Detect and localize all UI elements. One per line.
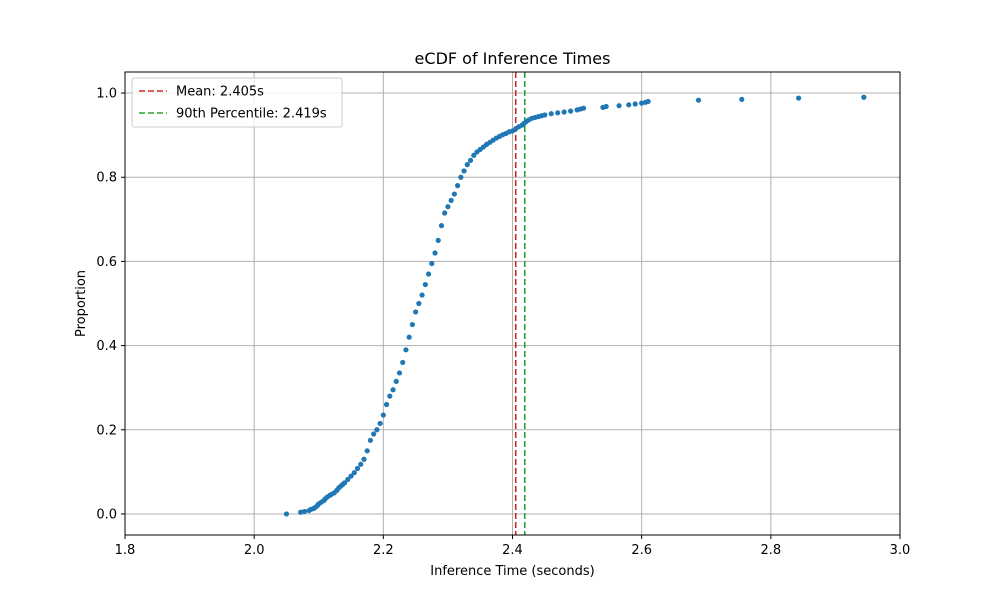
data-point [345,476,351,483]
data-point [387,393,393,399]
data-point [390,387,396,393]
data-point [445,204,451,210]
data-point [283,511,290,517]
data-point [432,250,438,256]
plot-area-frame [124,71,901,536]
data-point [301,508,308,515]
x-tick-label: 2.2 [373,543,394,558]
y-tick-label: 0.8 [96,171,117,186]
legend-label-90th-percentile: 90th Percentile: 2.419s [176,107,327,122]
data-point [464,162,470,168]
data-point [351,470,357,476]
data-point [393,378,399,384]
data-point [371,431,377,437]
data-point [461,168,467,174]
data-point [380,412,386,418]
data-point [429,260,435,267]
legend-box [131,77,343,128]
y-tick-label: 0.2 [96,423,117,438]
y-tick-label: 0.6 [96,255,117,270]
data-point [458,174,464,180]
data-point [354,465,361,472]
data-point [377,420,383,427]
data-point [438,223,445,229]
data-point [422,281,428,288]
data-point [374,427,380,433]
data-point [626,102,632,108]
x-tick-label: 2.4 [502,543,523,558]
data-point [435,237,441,243]
data-point [632,101,638,107]
data-point [639,100,645,106]
data-point [796,95,802,101]
data-point [645,98,651,105]
data-point [548,111,554,117]
y-tick-label: 0.0 [96,507,117,522]
chart-title: eCDF of Inference Times [415,49,611,68]
data-point [455,183,461,189]
data-point [695,97,702,103]
data-point [568,108,574,114]
y-tick-label: 0.4 [96,339,117,354]
data-point [403,347,409,353]
data-point [298,509,304,515]
data-point [364,448,370,454]
data-point [442,210,448,216]
data-point [451,191,457,197]
y-tick-label: 1.0 [96,87,117,102]
legend-label-mean: Mean: 2.405s [176,85,264,100]
data-point [396,370,403,376]
data-point [358,461,364,467]
x-tick-label: 2.8 [760,543,781,558]
data-point [400,359,406,366]
data-point [367,437,374,443]
data-point [739,96,745,102]
data-point [861,94,867,100]
x-tick-label: 2.6 [631,543,652,558]
data-point [471,152,477,158]
data-point [361,456,367,462]
data-point [448,197,454,203]
x-axis-title: Inference Time (seconds) [430,564,594,579]
legend: Mean: 2.405s 90th Percentile: 2.419s [131,77,343,128]
data-point [406,334,412,340]
data-point [348,473,354,479]
grid [124,72,901,535]
data-point [413,309,419,315]
x-tick-label: 3.0 [890,543,911,558]
data-point [616,103,622,109]
data-point [419,292,425,298]
y-axis-ticks: 0.0 0.2 0.4 0.6 0.8 1.0 [96,87,125,522]
data-point [409,321,415,328]
data-point [383,401,390,408]
data-point [555,110,561,116]
reference-lines [514,72,526,535]
data-point [341,480,348,486]
data-points [283,94,867,517]
x-axis-ticks: 1.8 2.0 2.2 2.4 2.6 2.8 3.0 [115,535,911,558]
x-tick-label: 2.0 [244,543,265,558]
data-point [561,109,567,115]
x-tick-label: 1.8 [115,543,136,558]
data-point [416,300,422,307]
data-point [580,105,587,111]
data-point [542,112,548,118]
data-point [603,103,609,110]
data-point [425,271,432,277]
data-point [467,157,474,163]
y-axis-title: Proportion [74,270,89,337]
